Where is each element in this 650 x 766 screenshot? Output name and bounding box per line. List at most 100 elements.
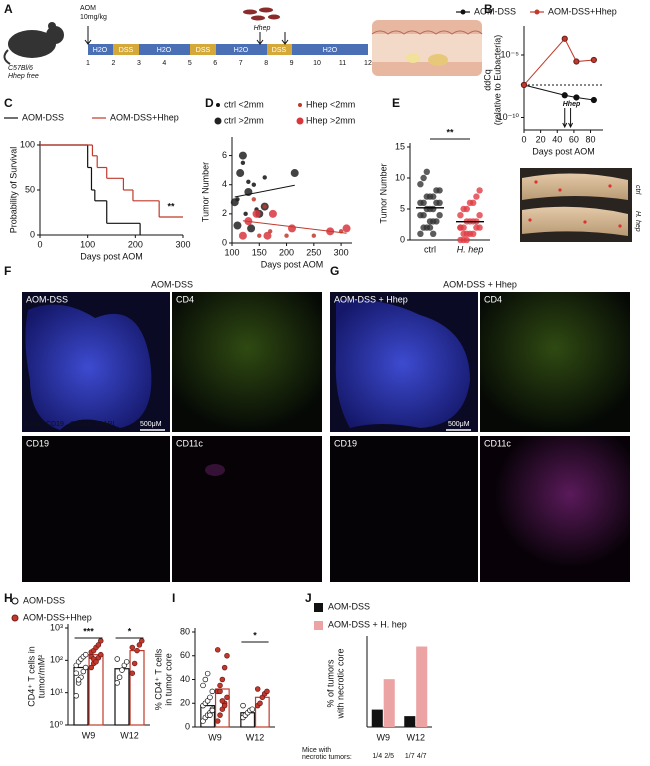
data-point <box>436 212 443 219</box>
legend-swatch <box>314 621 323 630</box>
panel-title: AOM-DSS <box>151 279 193 289</box>
week-label: 1 <box>86 60 90 67</box>
legend-label: AOM-DSS + H. hep <box>328 619 407 629</box>
panel-title: AOM-DSS + Hhep <box>443 279 517 289</box>
data-point <box>240 702 246 709</box>
y-tick-label: 10⁰ <box>49 719 63 729</box>
data-point <box>207 712 213 718</box>
data-point <box>214 718 221 724</box>
data-point <box>457 224 464 231</box>
x-tick-label: W12 <box>406 732 425 742</box>
data-point <box>460 230 467 237</box>
panel-label: B <box>484 2 493 16</box>
week-label: 2 <box>111 60 115 67</box>
data-point <box>82 664 89 671</box>
data-point <box>209 688 216 695</box>
data-point <box>129 644 136 651</box>
data-point <box>88 664 95 671</box>
week-label: 7 <box>239 60 243 67</box>
data-point <box>116 674 123 680</box>
data-point <box>342 224 351 233</box>
data-point <box>246 179 251 184</box>
data-point <box>219 676 226 683</box>
data-point <box>463 205 470 213</box>
y-tick-label: 0 <box>30 229 35 239</box>
data-point <box>311 233 317 238</box>
data-point <box>420 199 427 206</box>
data-point <box>243 211 248 217</box>
x-axis-label: Days post AOM <box>80 251 143 261</box>
panel-label: J <box>305 591 312 605</box>
x-tick-label: 200 <box>279 247 294 257</box>
mouse-icon <box>3 22 64 65</box>
x-tick-label: W9 <box>82 730 96 740</box>
arrows <box>84 26 289 45</box>
data-point <box>217 682 223 689</box>
data-point <box>238 231 247 240</box>
data-point <box>430 230 437 237</box>
x-tick-label: 100 <box>80 239 95 249</box>
panel-label: D <box>205 96 214 110</box>
legend-label: AOM-DSS <box>474 6 516 16</box>
annotation-label: Hhep <box>563 101 581 108</box>
data-point <box>236 169 245 178</box>
channel-label: CD4 <box>26 421 40 428</box>
legend-label: AOM-DSS+Hhep <box>110 112 179 122</box>
data-point <box>233 221 242 230</box>
data-point <box>290 169 299 178</box>
data-point <box>257 700 263 706</box>
data-point <box>207 694 213 701</box>
segment-label: DSS <box>119 47 134 54</box>
data-point <box>573 58 580 65</box>
data-point <box>224 652 230 659</box>
data-point <box>238 151 247 160</box>
data-point <box>430 193 437 200</box>
data-point <box>230 198 239 207</box>
tile-label: CD4 <box>484 294 502 304</box>
data-point <box>129 670 136 676</box>
significance: ** <box>446 127 454 137</box>
dose-label: AOM <box>80 5 96 12</box>
x-tick-label: W9 <box>377 732 391 742</box>
tile-label: CD19 <box>26 438 49 448</box>
data-point <box>93 659 99 665</box>
x-tick-label: 300 <box>175 239 190 249</box>
data-point <box>240 160 246 166</box>
panel-label: H <box>4 591 13 605</box>
y-tick-label: 4 <box>222 179 227 189</box>
data-point <box>263 231 272 240</box>
data-point <box>436 187 443 194</box>
legend-marker <box>11 597 19 605</box>
segment-label: H2O <box>157 47 172 54</box>
y-tick-label: 100 <box>20 139 35 149</box>
segment-label: H2O <box>93 47 108 54</box>
segment-label: DSS <box>196 47 211 54</box>
annotation-arrowhead <box>562 122 568 129</box>
legend-marker <box>296 117 304 125</box>
legend-marker <box>216 103 220 107</box>
data-point <box>251 182 257 187</box>
legend-label: AOM-DSS <box>22 112 64 122</box>
legend-label: AOM-DSS <box>328 601 370 611</box>
data-point <box>284 233 289 238</box>
segment-label: H2O <box>234 47 249 54</box>
week-label: 5 <box>188 60 192 67</box>
mouse-label: Hhep free <box>8 73 39 80</box>
data-point <box>131 660 138 667</box>
data-point <box>430 205 437 213</box>
microscopy-g <box>330 292 630 582</box>
scale-bar-label: 500μM <box>140 421 162 428</box>
data-point <box>573 94 580 101</box>
data-point <box>590 96 597 104</box>
series-line <box>523 84 594 101</box>
data-point <box>139 638 145 644</box>
x-tick-label: W12 <box>246 732 265 742</box>
y-tick-label: 10¹ <box>50 687 63 697</box>
trend-line <box>234 184 295 198</box>
bar <box>416 646 428 727</box>
data-point <box>476 212 483 219</box>
data-point <box>457 212 464 219</box>
legend-label: AOM-DSS+Hhep <box>548 6 617 16</box>
data-point <box>204 670 211 677</box>
